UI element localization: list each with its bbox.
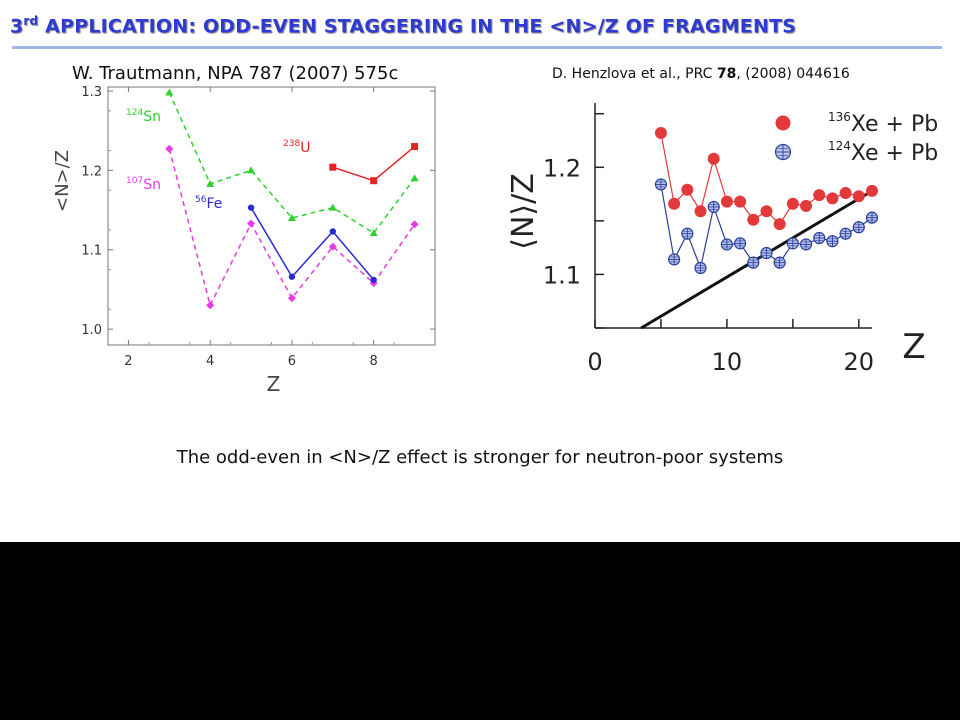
data-point-filled — [786, 197, 799, 210]
data-point-square — [411, 143, 419, 151]
data-point-triangle — [328, 203, 337, 211]
series-label-mass: 124 — [126, 108, 143, 118]
data-point-filled — [681, 183, 694, 196]
series-xe136 — [654, 127, 878, 231]
series-xe124 — [654, 178, 879, 275]
black-footer-band — [0, 542, 960, 720]
citation-right-volume: 78 — [716, 66, 737, 82]
series-sn124 — [165, 88, 419, 237]
series-u238 — [329, 143, 419, 185]
series-label-mass: 56 — [195, 195, 207, 205]
title-number: 3 — [10, 15, 24, 38]
data-point-diamond — [206, 301, 215, 310]
data-point-diamond — [287, 294, 296, 303]
series-label-element: U — [300, 140, 310, 156]
data-point-filled — [852, 190, 865, 203]
data-point-filled — [826, 192, 839, 205]
title-underline — [12, 46, 942, 49]
data-point-diamond — [165, 144, 174, 153]
legend-entry-label: 136Xe + Pb — [828, 110, 938, 137]
series-label-mass: 238 — [283, 139, 300, 149]
series-sn124-label: 124Sn — [126, 108, 161, 125]
data-point-filled — [747, 213, 760, 226]
data-point-triangle — [410, 174, 419, 182]
series-label-element: Sn — [143, 109, 161, 125]
data-point-triangle — [287, 213, 296, 221]
x-tick-label: 6 — [288, 354, 296, 369]
series-sn107-label: 107Sn — [126, 176, 161, 193]
citation-right-authors: D. Henzlova et al., PRC — [552, 66, 717, 82]
data-point-filled — [694, 205, 707, 218]
data-point-diamond — [410, 220, 419, 229]
legend-reaction: Xe + Pb — [851, 112, 938, 137]
data-point-triangle — [206, 179, 215, 187]
data-point-diamond — [328, 242, 337, 251]
series-line — [332, 145, 416, 182]
legend-entry-label: 124Xe + Pb — [828, 139, 938, 166]
series-label-element: Sn — [143, 177, 161, 193]
data-point-triangle — [165, 88, 174, 96]
slide-title: 3rd APPLICATION: ODD-EVEN STAGGERING IN … — [10, 14, 950, 37]
series-line — [250, 207, 375, 281]
x-tick-label: 0 — [587, 348, 602, 376]
data-point-circle — [288, 273, 296, 280]
data-point-filled — [866, 184, 878, 197]
data-point-triangle — [369, 229, 378, 237]
data-point-circle — [329, 228, 337, 235]
series-label-mass: 107 — [126, 176, 143, 186]
data-point-filled — [668, 197, 681, 210]
y-tick-label: 1.2 — [543, 154, 581, 182]
legend-reaction: Xe + Pb — [851, 141, 938, 166]
legend-mass: 136 — [828, 110, 851, 124]
data-point-filled — [734, 195, 747, 208]
data-point-filled — [654, 127, 667, 139]
title-ordinal-suffix: rd — [23, 14, 39, 28]
y-tick-label: 1.3 — [81, 85, 102, 100]
data-point-circle — [370, 276, 377, 284]
data-point-circle — [247, 204, 255, 211]
series-line — [168, 148, 416, 308]
legend-marker-filled — [775, 115, 791, 131]
data-point-square — [329, 163, 337, 171]
data-point-filled — [760, 205, 773, 218]
title-text: APPLICATION: ODD-EVEN STAGGERING IN THE … — [38, 15, 797, 38]
series-u238-label: 238U — [283, 139, 310, 156]
y-axis-label: ⟨N⟩/Z — [506, 173, 541, 250]
y-tick-label: 1.2 — [81, 164, 102, 179]
x-tick-label: 2 — [124, 354, 132, 369]
y-tick-label: 1.1 — [81, 244, 102, 259]
data-point-filled — [813, 189, 826, 202]
series-fe56-label: 56Fe — [195, 195, 222, 212]
x-tick-label: 10 — [712, 348, 743, 376]
citation-left: W. Trautmann, NPA 787 (2007) 575c — [72, 63, 399, 84]
citation-right-pages: , (2008) 044616 — [736, 66, 850, 82]
data-point-filled — [800, 199, 813, 212]
data-point-filled — [707, 152, 720, 165]
citation-right: D. Henzlova et al., PRC 78, (2008) 04461… — [552, 66, 850, 82]
conclusion-text: The odd-even in <N>/Z effect is stronger… — [176, 447, 784, 468]
legend-mass: 124 — [828, 139, 851, 153]
x-tick-label: 4 — [206, 354, 214, 369]
data-point-diamond — [247, 219, 256, 228]
series-fe56 — [247, 204, 377, 284]
y-axis-label: <N>/Z — [52, 150, 73, 212]
x-tick-label: 8 — [370, 354, 378, 369]
x-tick-label: 20 — [844, 348, 875, 376]
data-point-triangle — [247, 166, 256, 174]
data-point-square — [370, 177, 378, 185]
series-label-element: Fe — [206, 196, 222, 212]
data-point-filled — [720, 195, 733, 208]
y-tick-label: 1.0 — [81, 323, 102, 338]
y-tick-label: 1.1 — [543, 261, 581, 289]
x-axis-label: Z — [902, 327, 925, 367]
x-axis-label: Z — [267, 372, 281, 396]
data-point-filled — [839, 187, 852, 199]
data-point-filled — [773, 218, 786, 231]
